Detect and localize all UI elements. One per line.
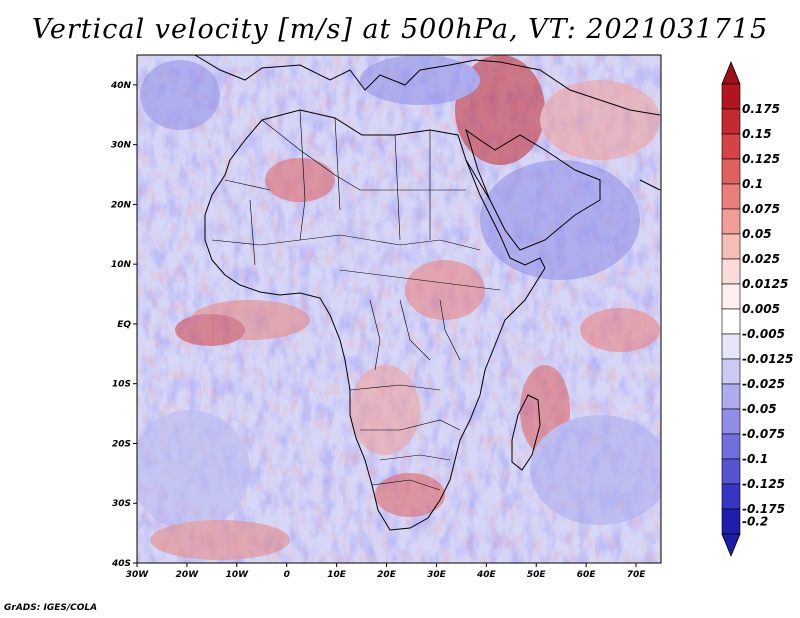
- lon-tick-label: 50E: [527, 570, 547, 580]
- lat-tick-label: 20N: [111, 200, 132, 210]
- colorbar-swatch: [721, 108, 741, 135]
- colorbar-swatch: [721, 283, 741, 310]
- colorbar-swatch: [721, 308, 741, 335]
- lat-tick-label: 40N: [110, 81, 132, 91]
- colorbar-label: -0.005: [742, 327, 785, 341]
- colorbar-swatch: [721, 508, 741, 535]
- colorbar-label: -0.025: [742, 377, 785, 391]
- lon-tick-label: 30W: [126, 570, 150, 580]
- lon-tick-label: 0: [284, 570, 290, 580]
- coastlines: [194, 55, 661, 531]
- colorbar-swatch: [721, 133, 741, 160]
- colorbar-swatch: [721, 158, 741, 185]
- axes: 30W 20W 10W 0 10E 20E 30E 40E 50E 60E 70E 40N 30N 20N…: [110, 81, 646, 580]
- colorbar-swatch: [721, 383, 741, 410]
- colorbar: 0.175 0.15 0.125 0.1 0.075 0.05 0.025 0.0125 0.0…: [721, 60, 793, 558]
- lat-tick-label: 30N: [111, 141, 132, 151]
- colorbar-label: -0.2: [742, 515, 768, 529]
- colorbar-label: -0.0125: [742, 352, 793, 366]
- india-coastline: [639, 179, 661, 191]
- lon-tick-label: 20E: [377, 570, 397, 580]
- plot-title: Vertical velocity [m/s] at 500hPa, VT: 2…: [31, 14, 769, 45]
- colorbar-label: 0.125: [742, 152, 780, 166]
- lon-tick-label: 60E: [577, 570, 597, 580]
- colorbar-swatch: [721, 83, 741, 110]
- madagascar-coastline: [511, 394, 541, 471]
- arabia-coastline: [465, 128, 601, 251]
- colorbar-label: 0.175: [742, 102, 780, 116]
- colorbar-label: -0.075: [742, 427, 785, 441]
- lon-tick-label: 10W: [226, 570, 250, 580]
- colorbar-label: -0.05: [742, 402, 777, 416]
- lat-tick-label: 40S: [111, 559, 131, 569]
- lon-tick-label: 30E: [427, 570, 447, 580]
- colorbar-label: 0.0125: [742, 277, 788, 291]
- colorbar-label: 0.05: [742, 227, 772, 241]
- map-frame: [136, 54, 662, 564]
- lon-tick-label: 70E: [627, 570, 647, 580]
- lon-tick-label: 40E: [476, 570, 497, 580]
- europe-coastline: [194, 55, 501, 91]
- colorbar-swatch: [721, 458, 741, 485]
- lat-tick-label: 20S: [112, 439, 131, 449]
- colorbar-label: 0.075: [742, 202, 780, 216]
- lon-tick-label: 20W: [176, 570, 200, 580]
- lat-tick-label: EQ: [117, 320, 131, 330]
- colorbar-label: -0.1: [742, 452, 768, 466]
- map-area: [137, 55, 661, 563]
- colorbar-label: 0.005: [742, 302, 780, 316]
- country-borders: [211, 109, 501, 491]
- colorbar-swatch: [721, 433, 741, 460]
- colorbar-bottom-arrow: [721, 533, 741, 558]
- colorbar-swatch: [721, 408, 741, 435]
- colorbar-top-arrow: [721, 60, 741, 85]
- colorbar-swatch: [721, 333, 741, 360]
- lat-tick-label: 10S: [112, 380, 131, 390]
- colorbar-label: -0.125: [742, 477, 785, 491]
- colorbar-label: 0.025: [742, 252, 780, 266]
- credit-label: GrADS: IGES/COLA: [4, 603, 98, 613]
- lon-tick-label: 10E: [327, 570, 347, 580]
- colorbar-swatch: [721, 483, 741, 510]
- colorbar-swatch: [721, 233, 741, 260]
- red-sea-line: [465, 159, 491, 201]
- colorbar-swatch: [721, 258, 741, 285]
- lat-tick-label: 30S: [112, 499, 131, 509]
- colorbar-swatch: [721, 208, 741, 235]
- field-patterns: [137, 55, 661, 560]
- lat-tick-label: 10N: [111, 260, 132, 270]
- colorbar-label: 0.1: [742, 177, 763, 191]
- colorbar-swatch: [721, 183, 741, 210]
- middle-east-coastline: [499, 61, 661, 116]
- colorbar-label: 0.15: [742, 127, 772, 141]
- colorbar-label: -0.175: [742, 502, 785, 516]
- africa-coastline: [204, 109, 546, 531]
- colorbar-swatch: [721, 358, 741, 385]
